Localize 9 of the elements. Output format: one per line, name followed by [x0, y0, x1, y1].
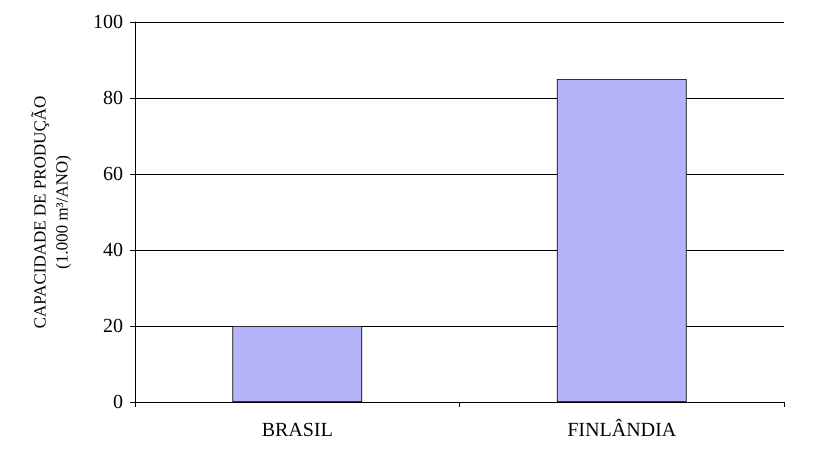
y-tick-label: 80	[103, 87, 123, 109]
x-tick-label: FINLÂNDIA	[567, 418, 677, 441]
y-axis-title: CAPACIDADE DE PRODUÇÃO (1.000 m³/ANO)	[30, 96, 72, 328]
y-tick-label: 40	[103, 239, 123, 261]
y-tick-label: 60	[103, 163, 123, 185]
y-tick-label: 20	[103, 315, 123, 337]
y-tick-label: 100	[93, 11, 123, 33]
x-tick-label: BRASIL	[262, 419, 333, 441]
y-tick-label: 0	[113, 391, 123, 413]
